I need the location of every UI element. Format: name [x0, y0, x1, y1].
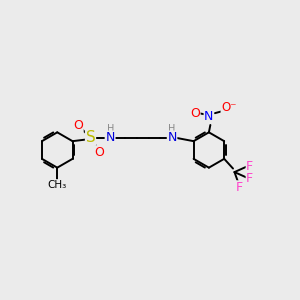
- Text: CH₃: CH₃: [48, 180, 67, 190]
- Text: +: +: [206, 114, 213, 123]
- Text: H: H: [168, 124, 176, 134]
- Text: O⁻: O⁻: [221, 101, 237, 114]
- Text: O: O: [73, 119, 83, 132]
- Text: O: O: [190, 107, 200, 120]
- Text: O: O: [94, 146, 104, 159]
- Text: N: N: [106, 131, 115, 144]
- Text: H: H: [106, 124, 114, 134]
- Text: F: F: [246, 160, 254, 173]
- Text: N: N: [167, 131, 177, 144]
- Text: F: F: [246, 172, 254, 185]
- Text: F: F: [235, 181, 242, 194]
- Text: N: N: [204, 110, 214, 123]
- Text: S: S: [85, 130, 95, 145]
